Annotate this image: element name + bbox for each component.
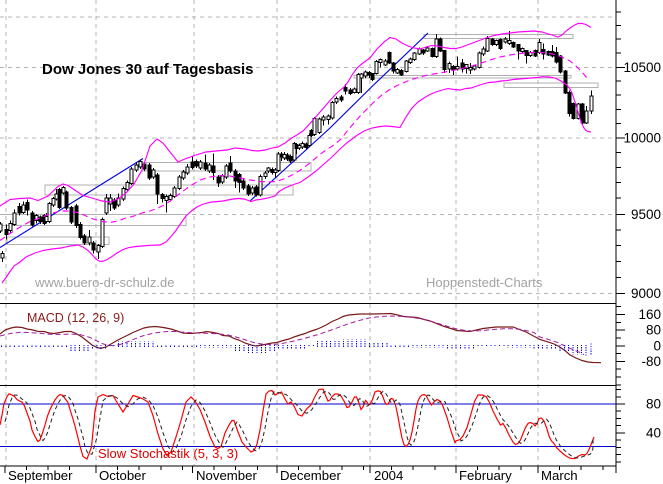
svg-text:40: 40 xyxy=(646,426,661,441)
svg-text:9500: 9500 xyxy=(631,207,661,222)
svg-text:160: 160 xyxy=(638,307,661,322)
svg-text:2004: 2004 xyxy=(374,468,403,483)
svg-text:0: 0 xyxy=(653,338,661,353)
svg-text:-80: -80 xyxy=(641,354,661,369)
svg-text:September: September xyxy=(8,468,73,483)
svg-text:March: March xyxy=(541,468,578,483)
svg-text:80: 80 xyxy=(646,323,661,338)
svg-text:December: December xyxy=(280,468,341,483)
svg-text:Dow Jones 30 auf Tagesbasis: Dow Jones 30 auf Tagesbasis xyxy=(42,61,253,78)
svg-text:80: 80 xyxy=(646,397,661,412)
svg-text:www.buero-dr-schulz.de: www.buero-dr-schulz.de xyxy=(34,275,174,290)
svg-text:February: February xyxy=(459,468,512,483)
svg-text:November: November xyxy=(196,468,257,483)
svg-text:Slow Stochastik (5, 3, 3): Slow Stochastik (5, 3, 3) xyxy=(98,446,238,461)
svg-text:10000: 10000 xyxy=(623,131,661,146)
svg-text:MACD (12, 26, 9): MACD (12, 26, 9) xyxy=(27,311,124,325)
svg-text:10500: 10500 xyxy=(623,60,661,75)
svg-text:October: October xyxy=(99,468,147,483)
svg-text:Hoppenstedt-Charts: Hoppenstedt-Charts xyxy=(426,275,543,290)
svg-text:9000: 9000 xyxy=(631,286,661,301)
